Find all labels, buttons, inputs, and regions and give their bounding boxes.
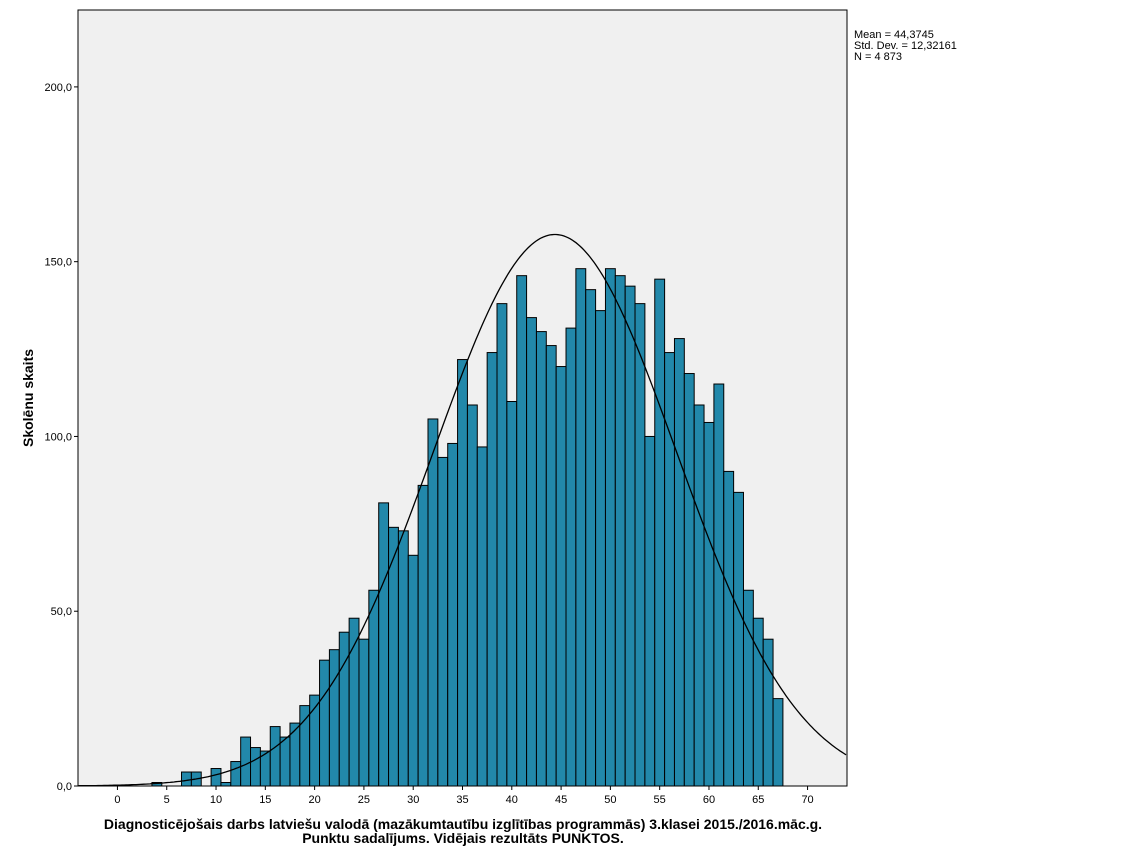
histogram-bar xyxy=(279,736,291,787)
stat-std-dev: Std. Dev. = 12,32161 xyxy=(854,40,957,52)
normal-curve xyxy=(77,233,847,787)
histogram-bar xyxy=(338,631,350,787)
x-tick-label: 35 xyxy=(456,794,468,806)
histogram-bar xyxy=(742,589,754,787)
x-tick-label: 30 xyxy=(407,794,419,806)
histogram-bar xyxy=(545,345,557,787)
histogram-bar xyxy=(585,289,597,787)
histogram-bar xyxy=(516,275,528,787)
histogram-bar xyxy=(595,310,606,787)
histogram-bar xyxy=(240,736,252,787)
y-tick-label: 150,0 xyxy=(44,257,72,269)
histogram-bar xyxy=(181,771,192,787)
histogram-bar xyxy=(555,366,567,787)
x-tick-label: 25 xyxy=(358,794,370,806)
histogram-bar xyxy=(437,456,449,787)
histogram-bar xyxy=(565,327,577,787)
x-tick-label: 15 xyxy=(259,794,271,806)
x-tick-label: 60 xyxy=(703,794,715,806)
histogram-bar xyxy=(703,421,715,787)
y-tick-label: 50,0 xyxy=(51,606,72,618)
x-tick-label: 40 xyxy=(506,794,518,806)
histogram-bar xyxy=(654,278,666,787)
histogram-bar xyxy=(466,404,478,787)
histogram-bar xyxy=(230,761,242,787)
histogram-bar xyxy=(319,659,330,787)
histogram-bar xyxy=(693,404,705,787)
histogram-bar xyxy=(624,285,636,787)
y-tick-label: 100,0 xyxy=(44,431,72,443)
histogram-bar xyxy=(210,768,222,787)
x-axis: 0 5 10 15 20 25 30 35 40 45 50 55 60 65 70 xyxy=(114,786,814,806)
histogram-bar xyxy=(299,705,311,787)
x-axis-label-line2: Punktu sadalījums. Vidējais rezultāts PU… xyxy=(302,830,624,846)
histogram-bar xyxy=(368,589,380,787)
histogram-bar xyxy=(486,352,498,787)
histogram-bar xyxy=(506,400,518,787)
histogram-bar xyxy=(427,418,439,787)
histogram-bar xyxy=(328,649,340,787)
histogram-bar xyxy=(378,502,390,787)
x-tick-label: 45 xyxy=(555,794,567,806)
histogram-bar xyxy=(733,491,744,787)
histogram-bar xyxy=(417,484,429,787)
y-tick-label: 200,0 xyxy=(44,82,72,94)
x-tick-label: 10 xyxy=(210,794,222,806)
x-tick-label: 70 xyxy=(801,794,813,806)
histogram-bar xyxy=(289,722,301,787)
histogram-bar xyxy=(575,268,587,787)
x-axis-label-line1: Diagnosticējošais darbs latviešu valodā … xyxy=(104,816,822,832)
histogram-bar xyxy=(397,530,409,787)
histogram-bar xyxy=(683,373,695,787)
x-tick-label: 65 xyxy=(752,794,764,806)
histogram-bar xyxy=(664,352,675,787)
histogram-bar xyxy=(604,268,616,787)
y-tick-label: 0,0 xyxy=(57,781,72,793)
y-axis: 0,0 50,0 100,0 150,0 200,0 xyxy=(44,82,78,793)
y-axis-label: Skolēnu skaits xyxy=(20,349,36,447)
histogram-bar xyxy=(447,442,459,787)
x-tick-label: 50 xyxy=(604,794,616,806)
x-tick-label: 5 xyxy=(164,794,170,806)
histogram-bar xyxy=(496,303,508,787)
histogram-bar xyxy=(407,554,419,787)
histogram-bar xyxy=(673,338,685,787)
histogram-bar xyxy=(250,747,261,787)
stat-n: N = 4 873 xyxy=(854,51,902,63)
histogram-bar xyxy=(476,446,488,787)
histogram-bar xyxy=(723,470,735,787)
histogram-bar xyxy=(614,275,626,787)
x-tick-label: 20 xyxy=(308,794,320,806)
histogram-bar xyxy=(269,726,281,787)
histogram-bar xyxy=(457,359,468,787)
histogram-bar xyxy=(772,698,784,787)
histogram-bar xyxy=(713,383,725,787)
x-tick-label: 55 xyxy=(654,794,666,806)
histogram-bar xyxy=(634,303,646,787)
histogram-bar xyxy=(348,617,360,787)
histogram-bar xyxy=(644,435,656,787)
histogram-bar xyxy=(358,638,370,787)
histogram-bar xyxy=(526,317,537,787)
histogram-bar xyxy=(535,331,547,787)
stat-mean: Mean = 44,3745 xyxy=(854,29,934,41)
bars xyxy=(151,268,784,787)
x-tick-label: 0 xyxy=(114,794,120,806)
histogram-bar xyxy=(220,782,232,787)
